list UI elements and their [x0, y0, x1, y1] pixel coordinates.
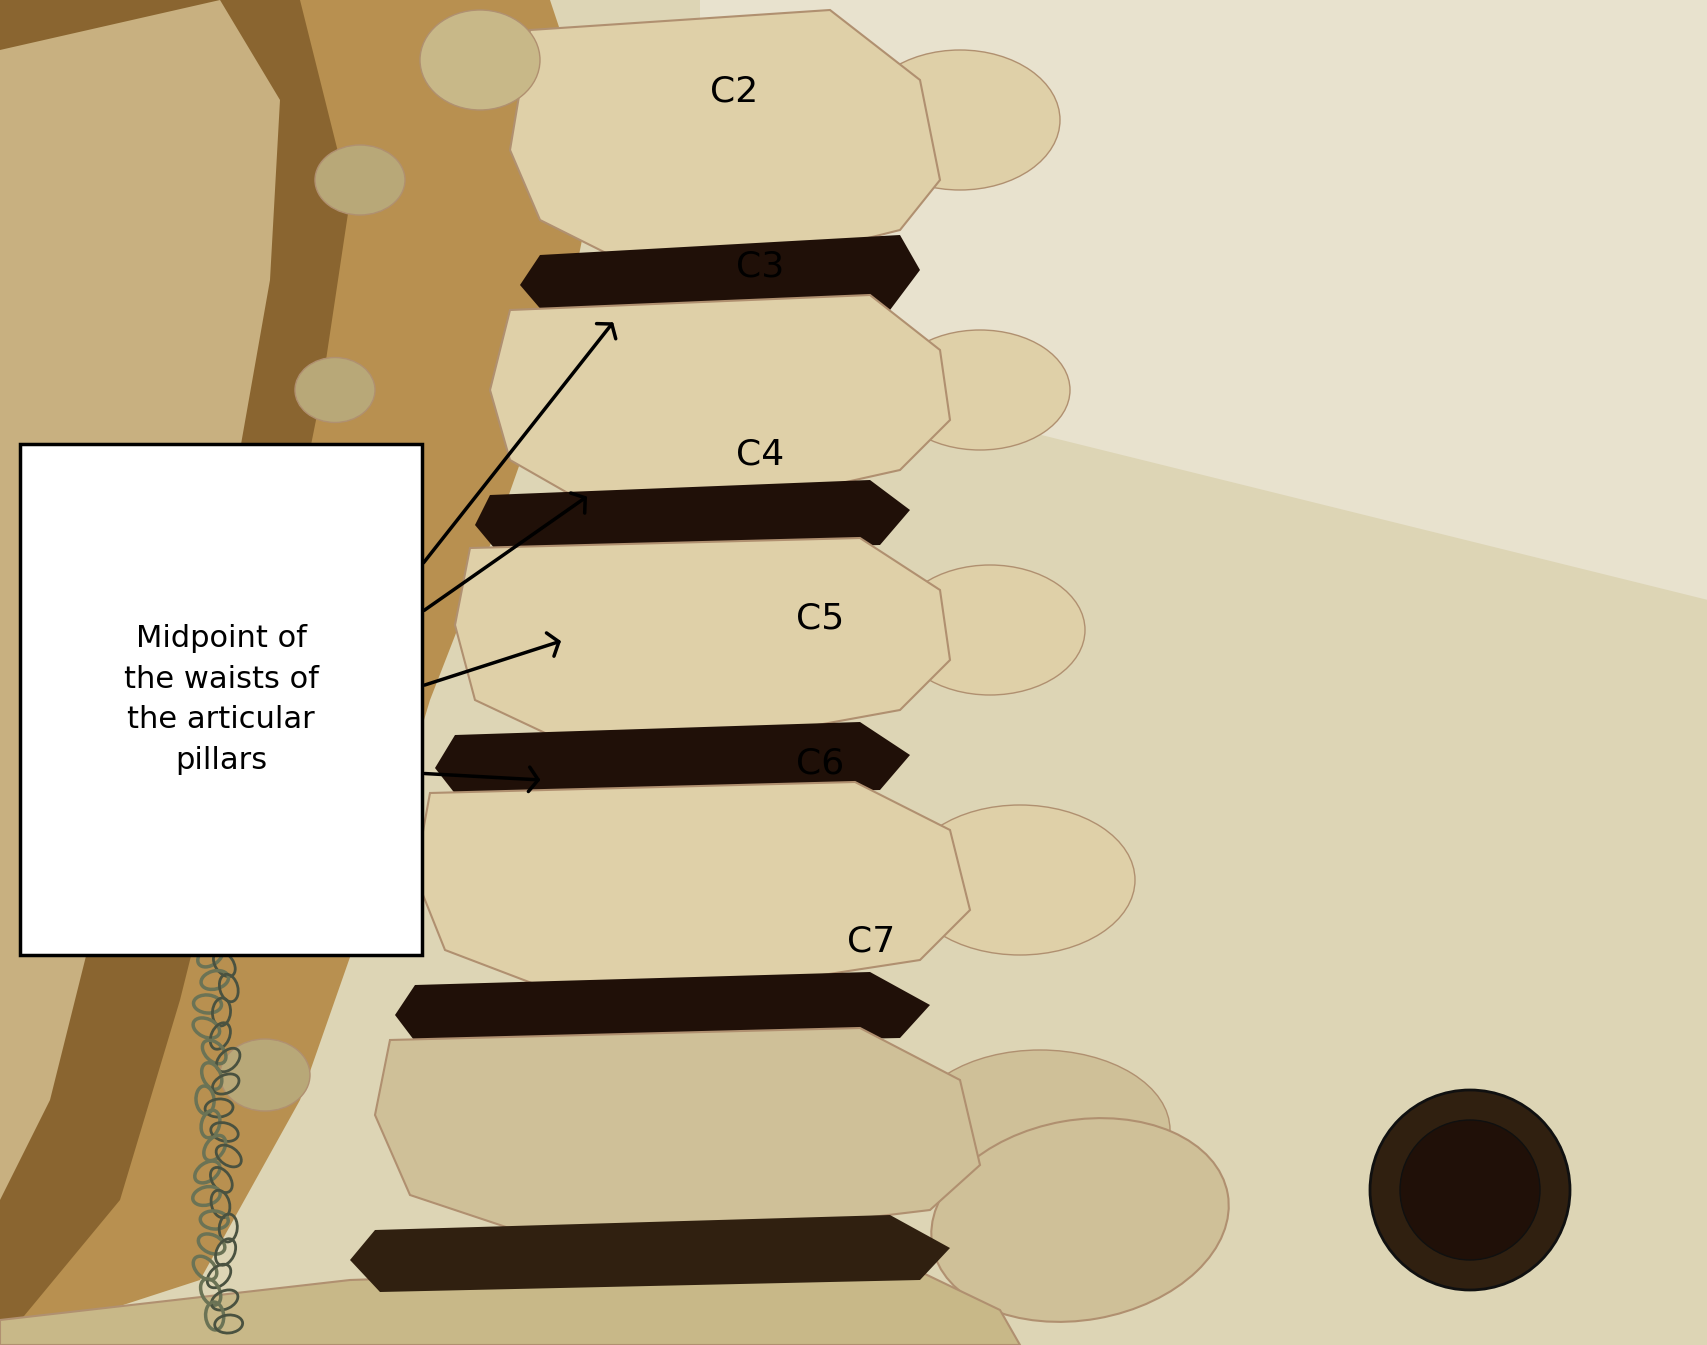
Polygon shape — [490, 295, 949, 500]
Polygon shape — [700, 0, 1707, 600]
Ellipse shape — [1400, 1120, 1540, 1260]
Ellipse shape — [889, 330, 1069, 451]
Polygon shape — [376, 1028, 980, 1235]
Ellipse shape — [220, 1038, 309, 1111]
Polygon shape — [350, 1215, 949, 1293]
Polygon shape — [0, 0, 280, 1200]
Ellipse shape — [894, 565, 1084, 695]
Polygon shape — [510, 9, 939, 260]
Polygon shape — [519, 235, 920, 320]
Polygon shape — [415, 781, 970, 990]
Polygon shape — [0, 1262, 1019, 1345]
Ellipse shape — [420, 9, 539, 110]
Ellipse shape — [905, 806, 1135, 955]
Text: C7: C7 — [847, 924, 894, 959]
Ellipse shape — [930, 1118, 1227, 1322]
Ellipse shape — [910, 1050, 1169, 1210]
Text: Midpoint of
the waists of
the articular
pillars: Midpoint of the waists of the articular … — [123, 624, 319, 775]
Polygon shape — [0, 0, 599, 1345]
Text: C3: C3 — [736, 249, 784, 284]
Ellipse shape — [268, 586, 352, 654]
Polygon shape — [475, 480, 910, 555]
Text: C4: C4 — [736, 437, 784, 472]
Text: C6: C6 — [795, 746, 843, 781]
Ellipse shape — [1369, 1089, 1569, 1290]
FancyBboxPatch shape — [20, 444, 422, 955]
Ellipse shape — [860, 50, 1060, 190]
Text: C2: C2 — [710, 74, 758, 109]
Polygon shape — [435, 722, 910, 800]
Polygon shape — [0, 0, 350, 1345]
Polygon shape — [394, 972, 929, 1048]
Ellipse shape — [241, 815, 329, 885]
Ellipse shape — [314, 145, 405, 215]
Polygon shape — [454, 538, 949, 740]
Text: C5: C5 — [795, 601, 843, 636]
Ellipse shape — [295, 358, 376, 422]
